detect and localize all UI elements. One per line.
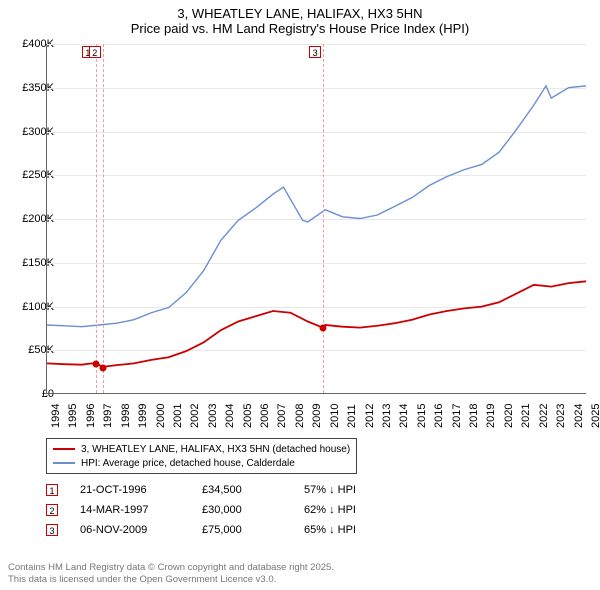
title-subtitle: Price paid vs. HM Land Registry's House … bbox=[0, 21, 600, 36]
series-hpi bbox=[47, 86, 586, 327]
legend-row: HPI: Average price, detached house, Cald… bbox=[53, 456, 350, 470]
x-axis-label: 2000 bbox=[155, 404, 167, 428]
x-axis-label: 2018 bbox=[468, 404, 480, 428]
sale-date: 21-OCT-1996 bbox=[80, 484, 180, 496]
x-axis-label: 1997 bbox=[102, 404, 114, 428]
x-axis-label: 1999 bbox=[137, 404, 149, 428]
footer-attribution: Contains HM Land Registry data © Crown c… bbox=[8, 562, 592, 586]
sale-date: 06-NOV-2009 bbox=[80, 524, 180, 536]
sale-price: £34,500 bbox=[202, 484, 282, 496]
x-axis-label: 2005 bbox=[242, 404, 254, 428]
sale-delta: 57% ↓ HPI bbox=[304, 484, 394, 496]
x-axis-label: 2019 bbox=[485, 404, 497, 428]
legend: 3, WHEATLEY LANE, HALIFAX, HX3 5HN (deta… bbox=[46, 438, 357, 474]
chart-title: 3, WHEATLEY LANE, HALIFAX, HX3 5HN Price… bbox=[0, 0, 600, 38]
x-axis-label: 2001 bbox=[172, 404, 184, 428]
sale-number-box: 1 bbox=[46, 484, 58, 496]
sale-delta: 62% ↓ HPI bbox=[304, 504, 394, 516]
x-axis-label: 2010 bbox=[329, 404, 341, 428]
x-axis-label: 1994 bbox=[50, 404, 62, 428]
footer-line1: Contains HM Land Registry data © Crown c… bbox=[8, 562, 592, 574]
x-axis-label: 2003 bbox=[207, 404, 219, 428]
legend-swatch bbox=[53, 462, 75, 464]
x-axis-label: 2011 bbox=[346, 404, 358, 428]
sale-row: 3 06-NOV-2009 £75,000 65% ↓ HPI bbox=[46, 520, 394, 540]
chart-plot-area: 123 bbox=[46, 44, 586, 394]
sales-table: 1 21-OCT-1996 £34,500 57% ↓ HPI 2 14-MAR-1997… bbox=[46, 480, 394, 540]
x-axis-label: 2006 bbox=[259, 404, 271, 428]
legend-swatch bbox=[53, 448, 75, 450]
sale-delta: 65% ↓ HPI bbox=[304, 524, 394, 536]
x-axis-label: 1996 bbox=[85, 404, 97, 428]
x-axis-label: 2009 bbox=[311, 404, 323, 428]
x-axis-label: 2023 bbox=[555, 404, 567, 428]
footer-line2: This data is licensed under the Open Gov… bbox=[8, 574, 592, 586]
x-axis-label: 1995 bbox=[67, 404, 79, 428]
sale-marker-label: 3 bbox=[309, 46, 321, 58]
sale-marker-line bbox=[103, 44, 104, 393]
sale-row: 2 14-MAR-1997 £30,000 62% ↓ HPI bbox=[46, 500, 394, 520]
sale-marker-dot bbox=[99, 364, 106, 371]
x-axis-label: 2022 bbox=[538, 404, 550, 428]
sale-date: 14-MAR-1997 bbox=[80, 504, 180, 516]
x-axis-label: 2013 bbox=[381, 404, 393, 428]
x-axis-label: 2008 bbox=[294, 404, 306, 428]
legend-label: HPI: Average price, detached house, Cald… bbox=[81, 458, 295, 469]
line-chart-svg bbox=[47, 44, 586, 393]
title-address: 3, WHEATLEY LANE, HALIFAX, HX3 5HN bbox=[0, 6, 600, 21]
x-axis-label: 2015 bbox=[416, 404, 428, 428]
x-axis-label: 1998 bbox=[120, 404, 132, 428]
sale-marker-line bbox=[96, 44, 97, 393]
x-axis-label: 2004 bbox=[224, 404, 236, 428]
x-axis-label: 2020 bbox=[503, 404, 515, 428]
sale-number-box: 2 bbox=[46, 504, 58, 516]
sale-row: 1 21-OCT-1996 £34,500 57% ↓ HPI bbox=[46, 480, 394, 500]
x-axis-label: 2024 bbox=[573, 404, 585, 428]
x-axis-label: 2002 bbox=[189, 404, 201, 428]
sale-number-box: 3 bbox=[46, 524, 58, 536]
x-axis-label: 2025 bbox=[590, 404, 600, 428]
sale-marker-line bbox=[323, 44, 324, 393]
x-axis-label: 2021 bbox=[520, 404, 532, 428]
legend-label: 3, WHEATLEY LANE, HALIFAX, HX3 5HN (deta… bbox=[81, 444, 350, 455]
x-axis-label: 2014 bbox=[398, 404, 410, 428]
sale-price: £75,000 bbox=[202, 524, 282, 536]
sale-price: £30,000 bbox=[202, 504, 282, 516]
sale-marker-label: 2 bbox=[89, 46, 101, 58]
series-price_paid bbox=[47, 281, 586, 367]
x-axis-label: 2017 bbox=[451, 404, 463, 428]
x-axis-label: 2007 bbox=[276, 404, 288, 428]
x-axis-label: 2012 bbox=[364, 404, 376, 428]
x-axis-label: 2016 bbox=[433, 404, 445, 428]
sale-marker-dot bbox=[320, 325, 327, 332]
legend-row: 3, WHEATLEY LANE, HALIFAX, HX3 5HN (deta… bbox=[53, 442, 350, 456]
